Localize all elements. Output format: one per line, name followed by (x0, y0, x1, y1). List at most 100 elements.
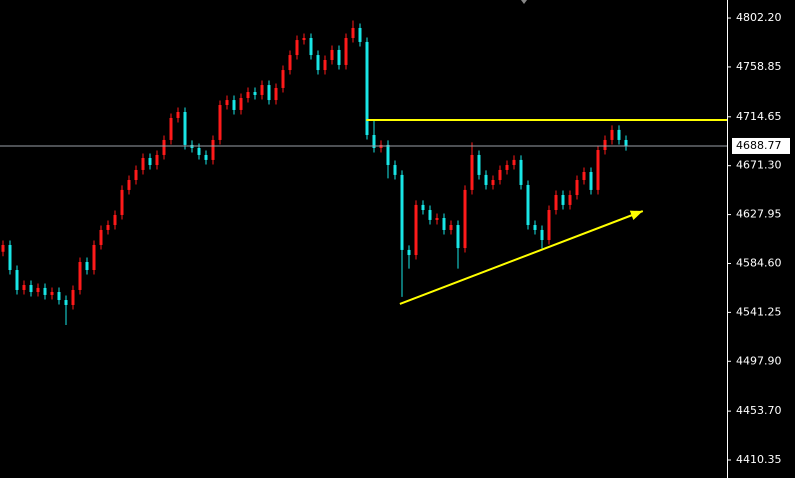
y-tick-label: 4802.20 (736, 11, 782, 24)
candle-body (568, 195, 572, 205)
last-price-label: 4688.77 (736, 139, 782, 152)
y-tick-label: 4541.25 (736, 305, 782, 318)
candle-body (197, 147, 201, 155)
candle-body (232, 100, 236, 110)
y-tick-label: 4453.70 (736, 404, 782, 417)
candle-body (442, 218, 446, 230)
candle-body (99, 229, 103, 245)
candle-body (372, 135, 376, 148)
candle-body (400, 174, 404, 250)
candle-body (449, 225, 453, 230)
candle-body (281, 70, 285, 88)
candle-body (78, 262, 82, 290)
candle-body (204, 154, 208, 160)
candle-body (141, 158, 145, 170)
candle-body (57, 292, 61, 301)
candle-body (43, 287, 47, 295)
candle-body (596, 150, 600, 190)
candle-body (428, 210, 432, 220)
candle-body (575, 180, 579, 196)
candle-body (246, 92, 250, 99)
candle-body (624, 139, 628, 147)
candle-body (85, 262, 89, 271)
candle-body (484, 174, 488, 185)
candle-body (36, 287, 40, 293)
candle-body (351, 27, 355, 39)
candle-body (547, 210, 551, 241)
candle-body (435, 218, 439, 220)
candle-body (561, 195, 565, 205)
candle-body (29, 285, 33, 293)
candle-body (582, 172, 586, 181)
candle-body (92, 244, 96, 271)
y-tick-label: 4410.35 (736, 453, 782, 466)
candle-body (113, 214, 117, 226)
candle-body (22, 285, 26, 290)
candle-body (365, 41, 369, 136)
candle-body (1, 244, 5, 252)
candle-body (106, 225, 110, 230)
candle-body (253, 92, 257, 95)
candle-body (288, 55, 292, 71)
candle-body (64, 300, 68, 305)
candle-body (554, 195, 558, 211)
candle-body (127, 180, 131, 190)
candle-body (8, 244, 12, 271)
candle-body (344, 38, 348, 65)
candle-body (414, 204, 418, 256)
last-price-box (732, 137, 790, 154)
candle-body (183, 111, 187, 145)
candle-body (225, 100, 229, 106)
candle-body (71, 289, 75, 305)
candle-body (610, 129, 614, 140)
candle-body (463, 189, 467, 249)
candle-body (302, 38, 306, 41)
y-tick-label: 4627.95 (736, 208, 782, 221)
y-tick-label: 4584.60 (736, 256, 782, 269)
candle-body (337, 49, 341, 65)
candle-body (316, 55, 320, 71)
candle-body (421, 204, 425, 211)
candle-body (491, 180, 495, 185)
y-tick-label: 4758.85 (736, 60, 782, 73)
candle-body (267, 85, 271, 101)
candle-body (218, 105, 222, 140)
candle-body (169, 117, 173, 140)
candle-body (407, 249, 411, 256)
candle-body (274, 87, 278, 101)
candle-body (533, 225, 537, 230)
y-tick-label: 4497.90 (736, 354, 782, 367)
candle-body (148, 158, 152, 166)
shift-marker (521, 0, 527, 4)
trend-arrow-head (629, 210, 643, 220)
candle-body (295, 40, 299, 56)
candle-body (155, 154, 159, 166)
candle-body (477, 154, 481, 175)
candle-body (358, 27, 362, 42)
candle-body (134, 169, 138, 181)
candle-body (526, 184, 530, 226)
candle-body (498, 169, 502, 181)
candle-body (50, 292, 54, 295)
candle-body (393, 165, 397, 175)
candle-body (470, 154, 474, 190)
candle-body (512, 159, 516, 166)
candle-body (309, 38, 313, 56)
candle-body (589, 172, 593, 190)
candle-body (603, 139, 607, 151)
candle-body (162, 139, 166, 155)
candle-body (211, 139, 215, 160)
candle-body (260, 85, 264, 95)
trend-line (399, 210, 644, 305)
candle-body (323, 60, 327, 71)
candle-body (456, 225, 460, 249)
candle-body (505, 165, 509, 170)
y-tick-label: 4714.65 (736, 110, 782, 123)
candle-body (519, 159, 523, 185)
candle-body (15, 270, 19, 290)
candle-body (330, 49, 334, 61)
candle-body (120, 189, 124, 215)
